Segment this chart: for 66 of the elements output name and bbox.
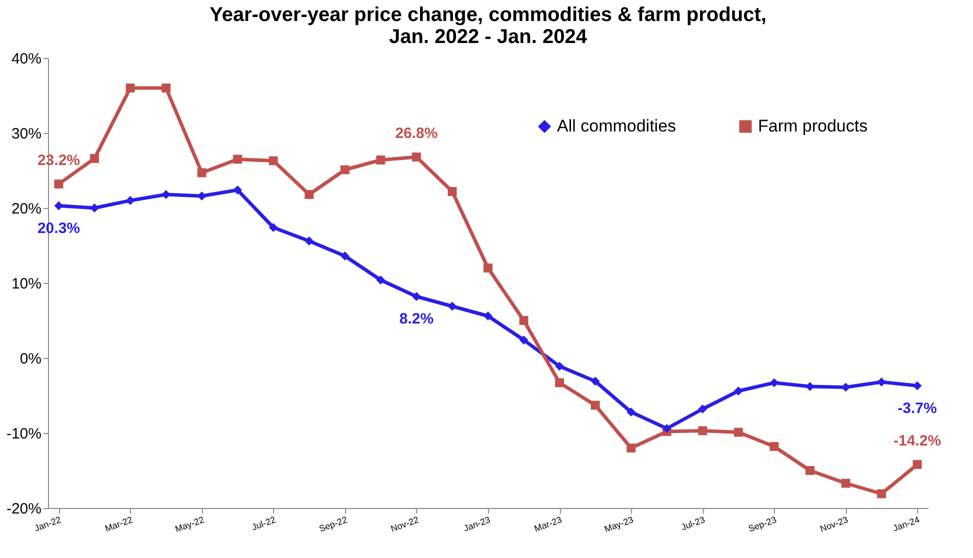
point [626,444,636,452]
point [412,292,421,301]
point [268,223,278,232]
point [626,408,636,416]
data-label: 26.8% [395,125,438,142]
legend-label: All commodities [557,116,676,136]
point [734,386,743,396]
x-tick-label: Jan-22 [33,514,62,534]
point [841,478,850,488]
data-label: -3.7% [898,400,937,417]
y-tick-label: 0% [20,350,42,368]
point [877,489,886,498]
point [555,362,564,371]
data-label: 8.2% [399,310,434,328]
legend-label: Farm products [758,116,868,136]
x-tick-label: Jul-23 [680,514,706,532]
point [304,236,314,246]
y-tick-label: -10% [6,426,42,442]
point [877,378,886,386]
x-tick-label: Sep-23 [747,514,778,534]
y-tick-label: 20% [11,200,42,218]
point [376,156,386,164]
point [90,154,99,163]
y-tick-label: -20% [6,500,42,518]
point [698,426,708,436]
point [233,154,242,164]
point [233,186,242,194]
point [126,196,135,205]
point [412,152,421,162]
point [340,252,350,260]
x-tick-label: Jul-22 [250,514,277,532]
y-tick-label: 10% [11,276,42,292]
point [126,84,135,92]
point [54,180,64,188]
x-tick-label: Mar-22 [104,514,134,534]
point [448,187,457,196]
point [555,378,564,388]
point [519,336,528,344]
x-tick-label: Sep-22 [318,514,348,534]
point [448,302,457,311]
point [197,168,206,178]
point [734,428,743,437]
point [519,316,528,325]
point [484,264,492,272]
point [268,156,278,166]
y-tick-label: 30% [11,126,42,142]
point [484,312,492,320]
point [805,466,814,475]
text: Year-over-year price change, commodities & farm product, [210,4,766,26]
x-tick-label: Mar-23 [532,514,564,534]
data-label: 20.3% [37,220,80,237]
point [698,404,708,414]
x-tick-label: Jan-23 [462,514,492,534]
point [912,460,922,469]
point [340,165,350,174]
text: Jan. 2022 - Jan. 2024 [389,26,587,48]
point [590,376,600,386]
point [662,424,672,433]
point [590,400,600,410]
y-tick-label: 40% [11,50,42,68]
point [162,84,171,92]
point [376,276,386,284]
point [770,442,779,451]
point [304,190,314,199]
x-tick-label: Jan-24 [892,514,921,534]
data-label: -14.2% [894,432,942,450]
